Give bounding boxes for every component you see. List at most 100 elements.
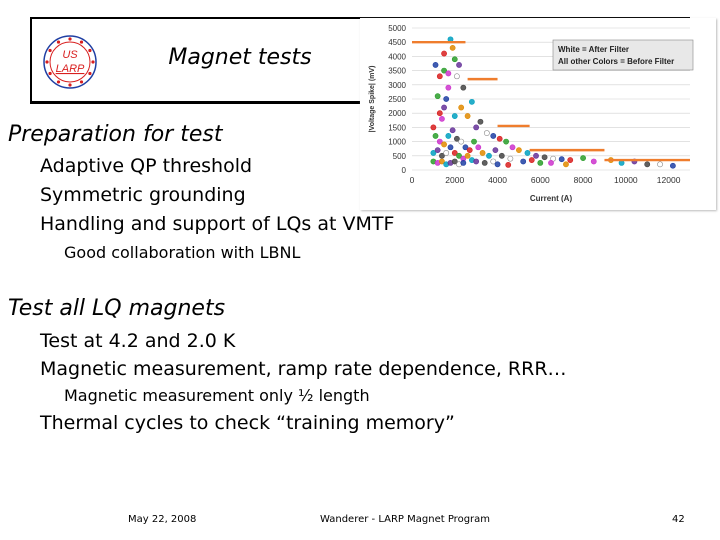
x-tick-label: 4000 xyxy=(488,175,507,185)
data-point xyxy=(471,138,477,145)
data-point xyxy=(516,147,522,154)
logo-star xyxy=(48,71,52,76)
data-point xyxy=(462,144,469,151)
logo-star xyxy=(68,37,72,41)
data-point xyxy=(441,67,447,74)
data-point xyxy=(443,150,450,156)
data-point xyxy=(520,158,527,165)
data-point xyxy=(439,158,445,165)
x-tick-label: 2000 xyxy=(445,175,464,185)
data-point xyxy=(490,158,497,165)
logo-star xyxy=(48,48,52,53)
y-tick-label: 2500 xyxy=(388,95,406,104)
data-point xyxy=(458,138,465,145)
data-point xyxy=(524,150,531,156)
data-point xyxy=(451,150,458,156)
data-point xyxy=(494,161,501,168)
bullet-magnetic-measurement: Magnetic measurement, ramp rate dependen… xyxy=(40,358,567,380)
x-tick-label: 0 xyxy=(410,175,415,185)
data-point xyxy=(456,152,462,159)
data-point xyxy=(439,115,445,122)
data-point xyxy=(449,127,456,134)
data-point xyxy=(441,141,447,148)
data-point xyxy=(460,84,467,91)
data-point xyxy=(464,113,471,119)
logo-star xyxy=(88,71,92,76)
data-point xyxy=(558,156,565,163)
bullet-test-all: Test all LQ magnets xyxy=(8,296,226,321)
data-point xyxy=(447,144,454,151)
data-point xyxy=(473,158,480,165)
data-point xyxy=(490,133,497,139)
logo-star xyxy=(56,40,61,44)
data-point xyxy=(454,135,460,142)
data-point xyxy=(464,152,471,159)
bullet-half-length: Magnetic measurement only ½ length xyxy=(64,386,370,405)
y-tick-label: 4000 xyxy=(388,52,406,61)
y-axis-label: |Voltage Spike| (mV) xyxy=(369,66,376,133)
bullet-temperatures: Test at 4.2 and 2.0 K xyxy=(40,330,236,352)
data-point xyxy=(492,147,499,154)
data-point xyxy=(436,73,443,80)
x-tick-label: 6000 xyxy=(531,175,550,185)
data-point xyxy=(441,50,447,57)
us-larp-logo: US LARP xyxy=(40,33,100,91)
data-point xyxy=(434,147,441,154)
data-point xyxy=(451,56,458,63)
data-point xyxy=(445,133,452,139)
data-point xyxy=(507,155,514,162)
data-point xyxy=(563,161,569,168)
data-point xyxy=(439,152,445,159)
y-tick-label: 4500 xyxy=(388,38,406,47)
data-point xyxy=(458,104,465,111)
data-point xyxy=(456,62,462,68)
y-tick-label: 1500 xyxy=(388,123,406,132)
data-point xyxy=(479,150,486,156)
x-tick-label: 10000 xyxy=(614,175,638,185)
data-point xyxy=(657,161,663,168)
data-point xyxy=(548,159,554,166)
bullet-adaptive-qp: Adaptive QP threshold xyxy=(40,155,253,177)
data-point xyxy=(454,73,460,80)
data-point xyxy=(533,152,539,159)
chart: 0 500 1000 1500 2000 2500 3000 3500 4000 4500 5000… xyxy=(360,18,716,210)
logo-star xyxy=(68,83,72,87)
logo-star xyxy=(45,60,49,64)
logo-star xyxy=(56,80,61,84)
data-point xyxy=(434,93,441,100)
logo-text-us: US xyxy=(62,49,78,61)
x-tick-label: 8000 xyxy=(574,175,593,185)
y-tick-label: 500 xyxy=(393,152,407,161)
legend-entry: All other Colors = Before Filter xyxy=(558,57,674,66)
x-tick-label: 12000 xyxy=(657,175,681,185)
data-point xyxy=(567,157,574,163)
logo-star xyxy=(91,60,95,64)
logo-star xyxy=(79,40,84,44)
data-point xyxy=(468,98,475,105)
bullet-grounding: Symmetric grounding xyxy=(40,184,246,206)
data-point xyxy=(537,159,544,166)
y-tick-label: 5000 xyxy=(388,24,406,33)
data-point xyxy=(644,161,651,168)
footer-page-number: 42 xyxy=(672,514,685,525)
logo-star xyxy=(79,80,84,84)
data-point xyxy=(445,70,452,77)
logo-text-larp: LARP xyxy=(56,63,85,75)
y-tick-label: 3000 xyxy=(388,81,406,90)
data-point xyxy=(443,96,450,102)
y-tick-label: 2000 xyxy=(388,109,406,118)
data-point xyxy=(451,113,458,119)
data-point xyxy=(509,144,516,151)
x-axis-label: Current (A) xyxy=(530,194,573,203)
y-tick-label: 1000 xyxy=(388,138,406,147)
y-tick-label: 3500 xyxy=(388,67,406,76)
data-point xyxy=(580,155,586,161)
bullet-handling: Handling and support of LQs at VMTF xyxy=(40,213,395,235)
title-box-shadow xyxy=(30,101,362,104)
data-point xyxy=(503,138,509,145)
data-point xyxy=(430,124,437,131)
data-point xyxy=(436,110,443,117)
legend-entry: White = After Filter xyxy=(558,45,629,54)
data-point xyxy=(477,118,484,125)
slide-title: Magnet tests xyxy=(168,45,312,70)
